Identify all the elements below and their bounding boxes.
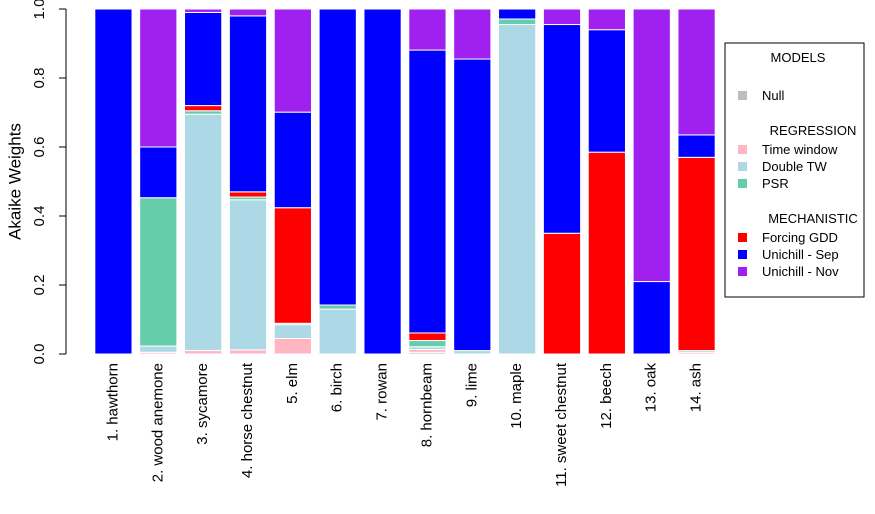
bar-segment-14-ash-unichill-sep — [677, 134, 716, 158]
bar-segment-8-hornbeam-forcing-gdd — [408, 332, 447, 342]
bar-segment-3-sycamore-unichill-nov — [184, 8, 223, 13]
bar-segment-8-hornbeam-unichill-nov — [408, 8, 447, 51]
bar-segment-7-rowan-unichill-sep — [363, 8, 402, 355]
bar-segment-14-ash-unichill-nov — [677, 8, 716, 136]
bar-segment-3-sycamore-unichill-sep — [184, 11, 223, 107]
bar-segment-11-sweet-chestnut-forcing-gdd — [542, 232, 582, 355]
bar-segment-8-hornbeam-unichill-sep — [408, 49, 447, 334]
bar-segment-4-horse-chestnut-forcing-gdd — [228, 191, 268, 198]
bar-segment-4-horse-chestnut-unichill-sep — [228, 15, 268, 193]
x-tick-label-11-sweet-chestnut: 11. sweet chestnut — [553, 362, 570, 487]
bar-segment-3-sycamore-psr — [184, 110, 223, 115]
bar-segment-6-birch-psr — [318, 304, 357, 310]
bar-segment-12-beech-forcing-gdd — [587, 151, 626, 355]
legend-label-unichill-sep: Unichill - Sep — [762, 247, 839, 262]
bar-segment-5-elm-double-tw — [273, 324, 312, 339]
bar-segment-10-maple-double-tw — [498, 24, 537, 355]
legend-label-null: Null — [762, 88, 785, 103]
bar-segment-5-elm-unichill-sep — [273, 111, 312, 209]
bar-segment-9-lime-double-tw — [453, 350, 492, 355]
y-tick-label: 1.0 — [31, 0, 48, 19]
legend-heading-mechanistic: MECHANISTIC — [768, 211, 858, 226]
legend-swatch-double-tw — [738, 162, 747, 171]
legend-swatch-psr — [738, 179, 747, 188]
legend: MODELS Null REGRESSION Time window Double T… — [724, 42, 865, 298]
y-tick-label: 0.2 — [31, 275, 48, 296]
legend-swatch-unichill-nov — [738, 267, 747, 276]
y-tick-label: 0.0 — [31, 344, 48, 365]
bar-segment-10-maple-psr — [498, 18, 537, 26]
bar-segment-5-elm-unichill-nov — [273, 8, 312, 113]
legend-swatch-null — [738, 91, 747, 100]
bar-segment-3-sycamore-double-tw — [184, 113, 223, 352]
y-axis-title: Akaike Weights — [5, 123, 24, 240]
bar-segment-11-sweet-chestnut-unichill-sep — [542, 24, 582, 234]
legend-heading-regression: REGRESSION — [770, 123, 857, 138]
x-tick-label-6-birch: 6. birch — [329, 363, 346, 412]
legend-label-unichill-nov: Unichill - Nov — [762, 264, 839, 279]
bar-segment-3-sycamore-forcing-gdd — [184, 105, 223, 112]
legend-swatch-time-window — [738, 145, 747, 154]
bar-segment-13-oak-unichill-sep — [632, 281, 671, 355]
bar-segment-2-wood-anemone-unichill-sep — [139, 146, 178, 199]
bar-segment-2-wood-anemone-psr — [139, 197, 178, 347]
bar-segment-1-hawthorn-unichill-sep — [94, 8, 133, 355]
x-tick-label-1-hawthorn: 1. hawthorn — [104, 363, 121, 441]
x-tick-label-14-ash: 14. ash — [688, 363, 705, 412]
y-tick-label: 0.8 — [31, 68, 48, 89]
bar-segment-12-beech-unichill-sep — [587, 29, 626, 153]
bar-segment-6-birch-unichill-sep — [318, 8, 357, 306]
bar-segment-3-sycamore-time-window — [184, 350, 223, 355]
bar-segment-6-birch-double-tw — [318, 308, 357, 355]
y-tick-label: 0.6 — [31, 137, 48, 158]
bar-segment-2-wood-anemone-double-tw — [139, 345, 178, 353]
x-tick-label-4-horse-chestnut: 4. horse chestnut — [239, 362, 256, 478]
legend-label-forcing-gdd: Forcing GDD — [762, 230, 838, 245]
bar-segment-2-wood-anemone-unichill-nov — [139, 8, 178, 148]
y-axis: 0.0 0.2 0.4 0.6 0.8 1.0 — [31, 0, 67, 365]
legend-title: MODELS — [771, 50, 826, 65]
bars-layer — [94, 8, 716, 355]
legend-swatch-forcing-gdd — [738, 233, 747, 242]
legend-box — [724, 42, 865, 298]
x-tick-label-7-rowan: 7. rowan — [374, 363, 391, 421]
legend-swatch-unichill-sep — [738, 250, 747, 259]
x-tick-label-10-maple: 10. maple — [508, 363, 525, 429]
legend-label-time-window: Time window — [762, 142, 838, 157]
x-tick-label-5-elm: 5. elm — [284, 363, 301, 404]
bar-segment-10-maple-unichill-sep — [498, 8, 537, 20]
bar-segment-4-horse-chestnut-time-window — [228, 349, 268, 355]
x-tick-label-3-sycamore: 3. sycamore — [194, 363, 211, 445]
bar-segment-5-elm-time-window — [273, 337, 312, 355]
x-tick-label-8-hornbeam: 8. hornbeam — [418, 363, 435, 447]
bar-segment-9-lime-unichill-nov — [453, 8, 492, 60]
bar-segment-8-hornbeam-psr — [408, 340, 447, 348]
x-tick-label-12-beech: 12. beech — [598, 363, 615, 429]
bar-segment-14-ash-forcing-gdd — [677, 156, 716, 352]
bar-segment-4-horse-chestnut-unichill-nov — [228, 8, 268, 17]
bar-segment-9-lime-unichill-sep — [453, 58, 492, 352]
y-tick-label: 0.4 — [31, 206, 48, 227]
bar-segment-13-oak-unichill-nov — [632, 8, 671, 283]
x-tick-label-9-lime: 9. lime — [463, 363, 480, 407]
legend-label-double-tw: Double TW — [762, 159, 828, 174]
bar-segment-5-elm-forcing-gdd — [273, 207, 312, 324]
x-tick-label-2-wood-anemone: 2. wood anemone — [149, 363, 166, 482]
bar-segment-12-beech-unichill-nov — [587, 8, 626, 31]
x-axis: 1. hawthorn 2. wood anemone 3. sycamore 4. … — [104, 362, 704, 487]
legend-label-psr: PSR — [762, 176, 789, 191]
bar-segment-4-horse-chestnut-double-tw — [228, 199, 268, 351]
bar-segment-11-sweet-chestnut-unichill-nov — [542, 8, 582, 26]
x-tick-label-13-oak: 13. oak — [643, 363, 660, 413]
